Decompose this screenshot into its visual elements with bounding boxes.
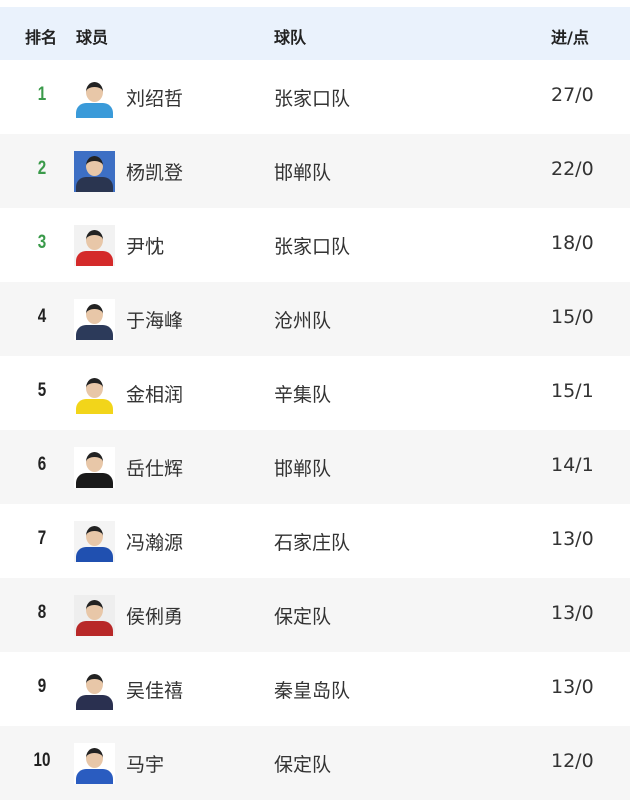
goals-penalties: 13/0	[551, 528, 594, 550]
player-name[interactable]: 刘绍哲	[126, 88, 184, 110]
goals-penalties: 15/1	[551, 380, 594, 402]
team-name: 秦皇岛队	[274, 680, 351, 702]
player-name[interactable]: 侯俐勇	[126, 606, 184, 628]
goals-penalties: 22/0	[551, 158, 594, 180]
goals-penalties: 13/0	[551, 676, 594, 698]
rank: 2	[37, 158, 47, 179]
rank: 8	[37, 602, 47, 623]
goals-penalties: 14/1	[551, 454, 594, 476]
goals-penalties: 12/0	[551, 750, 594, 772]
team-name: 石家庄队	[274, 532, 351, 554]
team-name: 沧州队	[274, 310, 332, 332]
header-player: 球员	[76, 28, 109, 47]
team-name: 保定队	[274, 606, 332, 628]
table-header: 排名 球员 球队 进/点	[0, 7, 630, 60]
table-row[interactable]: 5 金相润 辛集队 15/1	[0, 356, 630, 430]
table-row[interactable]: 1 刘绍哲 张家口队 27/0	[0, 60, 630, 134]
player-name[interactable]: 岳仕辉	[126, 458, 184, 480]
team-name: 辛集队	[274, 384, 332, 406]
team-name: 邯郸队	[274, 162, 332, 184]
team-name: 邯郸队	[274, 458, 332, 480]
avatar	[74, 521, 115, 562]
player-name[interactable]: 尹忱	[126, 236, 165, 258]
header-team: 球队	[274, 28, 307, 47]
rank: 6	[37, 454, 47, 475]
avatar	[74, 225, 115, 266]
player-name[interactable]: 金相润	[126, 384, 184, 406]
table-row[interactable]: 4 于海峰 沧州队 15/0	[0, 282, 630, 356]
avatar	[74, 373, 115, 414]
avatar	[74, 447, 115, 488]
header-goals: 进/点	[551, 28, 589, 47]
avatar	[74, 77, 115, 118]
rank: 4	[37, 306, 47, 327]
avatar	[74, 151, 115, 192]
header-rank: 排名	[25, 28, 58, 47]
avatar	[74, 595, 115, 636]
goals-penalties: 27/0	[551, 84, 594, 106]
avatar	[74, 299, 115, 340]
player-name[interactable]: 吴佳禧	[126, 680, 184, 702]
player-name[interactable]: 冯瀚源	[126, 532, 184, 554]
player-name[interactable]: 于海峰	[126, 310, 184, 332]
avatar	[74, 743, 115, 784]
player-name[interactable]: 马宇	[126, 754, 165, 776]
rank: 5	[37, 380, 47, 401]
rank: 9	[37, 676, 47, 697]
goals-penalties: 18/0	[551, 232, 594, 254]
goals-penalties: 13/0	[551, 602, 594, 624]
table-row[interactable]: 9 吴佳禧 秦皇岛队 13/0	[0, 652, 630, 726]
player-name[interactable]: 杨凯登	[126, 162, 184, 184]
table-row[interactable]: 10 马宇 保定队 12/0	[0, 726, 630, 800]
rank: 3	[37, 232, 47, 253]
table-row[interactable]: 6 岳仕辉 邯郸队 14/1	[0, 430, 630, 504]
table-row[interactable]: 2 杨凯登 邯郸队 22/0	[0, 134, 630, 208]
rank: 7	[37, 528, 47, 549]
table-row[interactable]: 3 尹忱 张家口队 18/0	[0, 208, 630, 282]
rank: 1	[37, 84, 47, 105]
avatar	[74, 669, 115, 710]
team-name: 张家口队	[274, 88, 351, 110]
goals-penalties: 15/0	[551, 306, 594, 328]
team-name: 张家口队	[274, 236, 351, 258]
rank: 10	[33, 750, 51, 771]
table-row[interactable]: 8 侯俐勇 保定队 13/0	[0, 578, 630, 652]
team-name: 保定队	[274, 754, 332, 776]
table-row[interactable]: 7 冯瀚源 石家庄队 13/0	[0, 504, 630, 578]
